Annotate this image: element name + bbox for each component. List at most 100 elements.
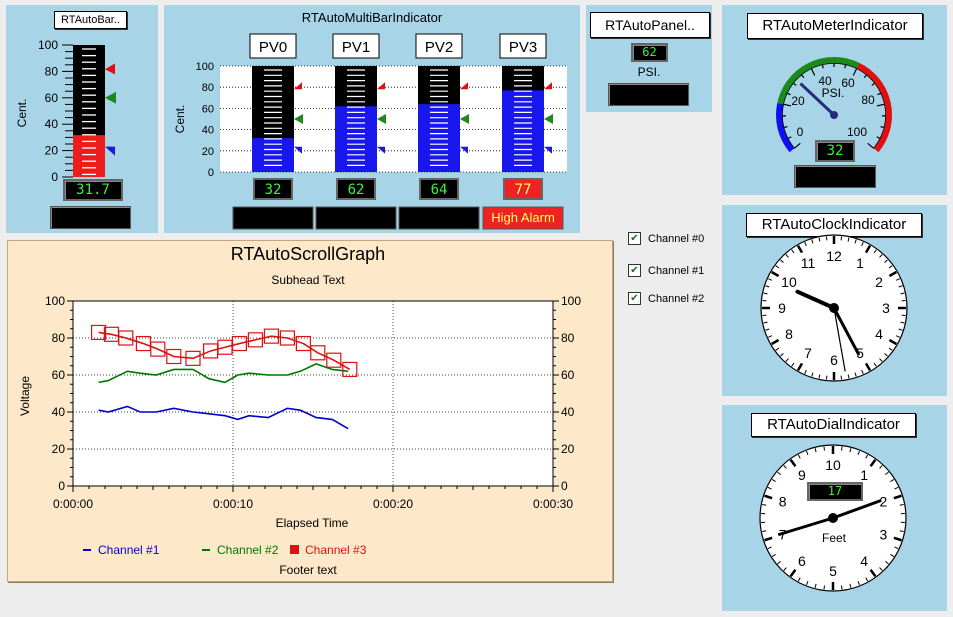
channel-2-checkbox-row[interactable]: ✔ Channel #2	[628, 292, 704, 305]
dial-number: 8	[779, 494, 787, 510]
multibar-channel-label-box	[415, 33, 463, 59]
channel-2-checkbox[interactable]: ✔	[628, 292, 641, 305]
clock-tick	[796, 245, 804, 254]
multibar-value-box	[336, 178, 376, 200]
clock-number: 5	[856, 345, 864, 361]
dial-hub	[828, 513, 838, 523]
multibar-gauge: Cent. 100 80 60 40 20 0 PV0 32 PV1 62 PV2 64 PV3 77 Hig…	[173, 33, 567, 230]
dial-tick	[777, 471, 781, 476]
clock-tick	[888, 338, 897, 346]
multibar-channel-label: PV0	[259, 39, 287, 56]
clock-tick	[898, 328, 903, 331]
clock-number: 10	[781, 274, 797, 290]
multibar-tick-label: 0	[208, 167, 214, 179]
auto-panel-unit: PSI.	[637, 65, 661, 79]
clock-tick	[900, 292, 905, 295]
clock-tick	[791, 362, 795, 367]
dial-tick	[771, 554, 776, 558]
dial-unit: Feet	[821, 531, 846, 545]
y-tick-label-left: 20	[52, 442, 66, 456]
meter-indicator-panel: RTAutoMeterIndicator 0 20 40 60 80 100 PSI. 32	[722, 5, 947, 195]
dial-tick	[857, 581, 860, 586]
meter-high-band	[856, 62, 892, 153]
meter-tick	[876, 136, 881, 140]
meter-gauge: 0 20 40 60 80 100 PSI.	[776, 57, 892, 153]
meter-tick	[871, 82, 876, 86]
multibar-channel-label: PV2	[425, 39, 453, 56]
dial-number: 6	[798, 553, 806, 569]
y-tick-label-right: 40	[561, 405, 575, 419]
dial-tick	[865, 577, 869, 582]
channel-1-checkbox-row[interactable]: ✔ Channel #1	[628, 264, 704, 277]
series-marker	[90, 324, 107, 341]
meter-tick	[876, 103, 885, 107]
y-tick-label-left: 80	[52, 331, 66, 345]
meter-scale-label: 40	[818, 74, 832, 88]
dial-tick	[771, 478, 776, 482]
clock-tick	[775, 265, 780, 269]
clock-tick	[861, 242, 864, 247]
multibar-value-box	[503, 178, 543, 200]
meter-scale-label: 100	[847, 125, 867, 139]
bar-indicator-title: RTAutoBar..	[54, 11, 127, 29]
dial-number: 2	[880, 494, 888, 510]
series-marker	[166, 348, 182, 365]
meter-tick	[852, 67, 858, 76]
multibar-status-box	[398, 206, 480, 230]
dial-tick	[865, 454, 869, 459]
x-tick-label: 0:00:20	[373, 497, 413, 511]
clock-number: 1	[856, 255, 864, 271]
meter-status	[794, 165, 876, 188]
multibar-value: 32	[265, 182, 282, 198]
bar-indicator-gauge: Cent. 100 80 60 40 20 0	[15, 38, 116, 184]
multibar-status-box	[232, 206, 314, 230]
legend-label: Channel #1	[98, 543, 160, 557]
clock-number: 2	[875, 274, 883, 290]
dial-tick	[879, 567, 883, 571]
clock-tick	[765, 285, 770, 288]
dial-short-hand	[831, 499, 882, 520]
clock-number: 6	[830, 352, 838, 368]
bar-unit-label: Cent.	[15, 99, 29, 128]
scroll-graph-chart: RTAutoScrollGraph Subhead Text Elapsed T…	[18, 244, 581, 577]
y-tick-label-right: 0	[561, 479, 568, 493]
meter-tick	[844, 64, 847, 69]
bar-indicator-value: 31.7	[63, 179, 123, 201]
multibar-setpoint-marker	[377, 114, 386, 124]
clock-tick	[879, 358, 883, 362]
clock-tick	[785, 358, 789, 362]
clock-hour-hand	[795, 289, 836, 310]
dial-tick	[841, 585, 843, 590]
clock-tick	[763, 292, 768, 295]
x-tick-label: 0:00:30	[533, 497, 573, 511]
multibar-status-box	[315, 206, 397, 230]
dial-tick	[893, 536, 902, 542]
dial-tick	[899, 530, 904, 532]
series-marker	[342, 361, 358, 378]
legend-label: Channel #2	[217, 543, 279, 557]
scroll-graph-ylabel: Voltage	[18, 376, 32, 416]
channel-1-label: Channel #1	[648, 264, 705, 277]
y-tick-label-left: 0	[58, 479, 65, 493]
dial-title: RTAutoDialIndicator	[751, 413, 916, 437]
multibar-value-box	[419, 178, 459, 200]
clock-tick	[785, 254, 789, 258]
meter-scale-label: 20	[791, 94, 805, 108]
bar-setpoint-marker	[105, 91, 116, 104]
channel-1-checkbox[interactable]: ✔	[628, 264, 641, 277]
dial-tick	[762, 530, 767, 532]
clock-tick	[804, 369, 807, 374]
channel-0-checkbox[interactable]: ✔	[628, 232, 641, 245]
multibar-tick-label: 20	[202, 146, 214, 158]
dial-number: 5	[829, 563, 837, 579]
channel-0-checkbox-row[interactable]: ✔ Channel #0	[628, 232, 704, 245]
multibar-value: 64	[431, 182, 448, 198]
multibar-indicator-panel: RTAutoMultiBarIndicator Cent. 100 80 60 40 20…	[164, 5, 580, 233]
meter-normal-band	[777, 57, 860, 105]
dial-tick	[823, 585, 825, 590]
clock-tick	[771, 270, 780, 278]
meter-tick	[810, 67, 816, 76]
y-tick-label-right: 80	[561, 331, 575, 345]
series-line	[98, 331, 351, 371]
meter-tick	[787, 136, 792, 140]
